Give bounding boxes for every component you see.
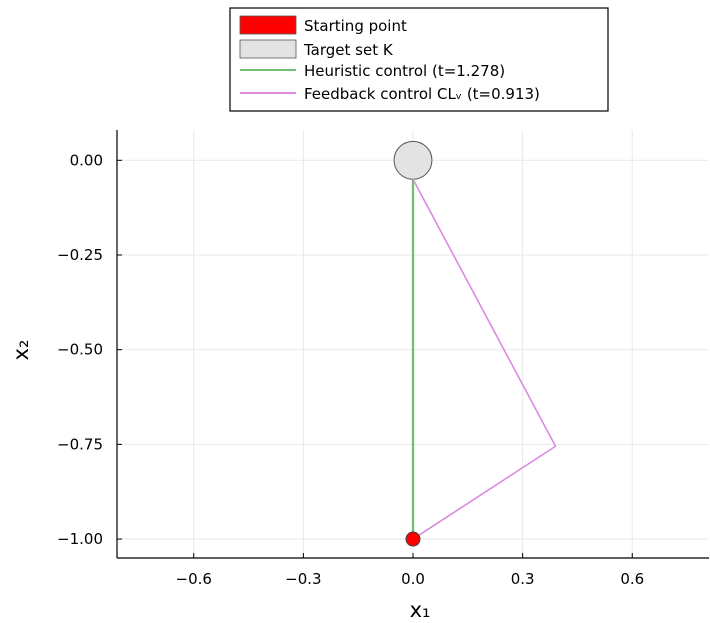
legend-swatch-start [239,15,297,35]
x-tick-label-0: −0.6 [176,570,212,588]
x-ticks: −0.6 −0.3 0.0 0.3 0.6 [176,553,644,588]
legend: Starting point Target set K Heuristic co… [229,7,609,112]
x-tick-label-4: 0.6 [620,570,644,588]
x-tick-label-2: 0.0 [401,570,425,588]
legend-label-target: Target set K [303,41,394,59]
target-set-circle [393,140,433,180]
y-tick-label-4: −1.00 [57,530,103,548]
y-tick-label-3: −0.75 [57,435,103,453]
legend-label-start: Starting point [304,17,407,35]
y-ticks: 0.00 −0.25 −0.50 −0.75 −1.00 [57,151,122,548]
x-tick-label-3: 0.3 [511,570,535,588]
series-line-1 [412,178,557,540]
legend-label-heuristic: Heuristic control (t=1.278) [304,62,505,80]
y-tick-label-0: 0.00 [70,151,103,169]
x-axis-label: x₁ [410,598,431,622]
y-tick-label-1: −0.25 [57,246,103,264]
y-tick-label-2: −0.50 [57,341,103,359]
starting-point-marker [405,531,421,547]
x-tick-label-1: −0.3 [285,570,321,588]
y-axis-label: x₂ [9,340,33,361]
plot-marks [393,140,557,547]
legend-swatch-target [239,39,297,59]
legend-label-feedback: Feedback control CLᵥ (t=0.913) [304,85,540,103]
